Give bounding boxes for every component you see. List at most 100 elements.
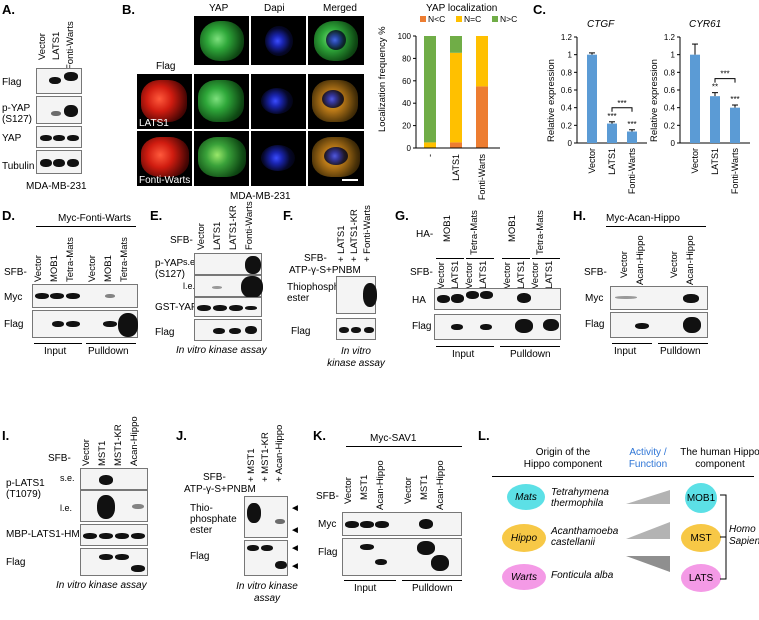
row-h-flag: Flag bbox=[585, 319, 605, 330]
lane-e-4: Fonti-Warts bbox=[244, 201, 255, 250]
c2-bar-2 bbox=[730, 107, 740, 143]
blot-f-thio bbox=[336, 276, 377, 314]
tick-b-0: 0 bbox=[407, 144, 412, 153]
chart-b-title: YAP localization bbox=[426, 3, 498, 14]
legend-swatch-1 bbox=[456, 16, 462, 22]
footer-h-input: Input bbox=[614, 346, 637, 357]
row-i-se: s.e. bbox=[60, 473, 75, 483]
footer-k-input: Input bbox=[354, 583, 377, 594]
footer-d-input: Input bbox=[44, 346, 67, 357]
l-item1-org: Tetrahymena thermophila bbox=[551, 487, 609, 509]
cat-b-2: Fonti-Warts bbox=[477, 154, 487, 200]
header-k: Myc-SAV1 bbox=[370, 433, 417, 444]
atp-f: ATP-γ-S+PNBM bbox=[289, 265, 361, 276]
gene-ctgf: CTGF bbox=[587, 19, 615, 30]
row-a-pyap: p-YAP (S127) bbox=[2, 103, 33, 125]
blot-j-flag bbox=[244, 540, 288, 576]
bar-b-1-1 bbox=[450, 52, 462, 143]
panel-g-letter: G. bbox=[395, 208, 409, 223]
lane-d-5: MOB1 bbox=[103, 255, 114, 282]
lane-k-4: Vector bbox=[403, 477, 414, 504]
cell-line-b: MDA-MB-231 bbox=[230, 191, 291, 202]
flag-label-b: Flag bbox=[156, 61, 176, 72]
l-item3-human: LATS bbox=[681, 564, 721, 592]
row-b-lats1: LATS1 bbox=[139, 118, 169, 129]
col-b-yap: YAP bbox=[209, 3, 229, 14]
c2-tick-2: 0.4 bbox=[664, 104, 676, 113]
img-b-r3-dapi bbox=[250, 130, 307, 187]
c1-tick-4: 0.8 bbox=[561, 68, 573, 77]
lane-f-2: + LATS1-KR bbox=[349, 209, 360, 262]
img-b-r3-merged bbox=[307, 130, 365, 187]
lane-f-3: + Fonti-Warts bbox=[362, 205, 373, 262]
lane-g-3: Vector bbox=[464, 262, 475, 289]
lane-a-1: Vector bbox=[37, 33, 48, 60]
chart-c-svg: 0 0.2 0.4 0.6 0.8 1 1.2 Vector *** LATS1 *** Fonti-… bbox=[561, 33, 750, 195]
lane-d-3: Tetra-Mats bbox=[65, 237, 76, 282]
blot-h-flag bbox=[610, 312, 708, 338]
blot-i-se bbox=[80, 468, 148, 490]
ha-lane-g-2: Tetra-Mats bbox=[469, 210, 480, 255]
blot-i-flag bbox=[80, 548, 148, 576]
row-f-flag: Flag bbox=[291, 326, 311, 337]
sfb-k: SFB- bbox=[316, 491, 339, 502]
bar-b-2-0 bbox=[476, 86, 488, 148]
img-b-r2-flag bbox=[136, 73, 193, 130]
lane-d-1: Vector bbox=[33, 255, 44, 282]
lane-k-2: MST1 bbox=[359, 474, 370, 500]
lane-a-3: Fonti-Warts bbox=[65, 21, 76, 70]
lane-j-1: + MST1 bbox=[246, 448, 257, 482]
lane-f-1: + LATS1 bbox=[336, 225, 347, 262]
sfb-d: SFB- bbox=[4, 267, 27, 278]
c2-cat-0: Vector bbox=[690, 148, 700, 174]
l-item2-org: Acanthamoeba castellanii bbox=[551, 526, 619, 548]
lane-g-7: Vector bbox=[530, 262, 541, 289]
lane-d-4: Vector bbox=[87, 255, 98, 282]
c1-bar-2 bbox=[627, 131, 637, 143]
c2-bar-1 bbox=[710, 96, 720, 143]
img-b-r2-merged bbox=[307, 73, 365, 130]
chart-b-svg: N<C N=C N>C 0 20 40 60 80 100 - LATS1 Fonti-Warts bbox=[398, 14, 518, 200]
c1-tick-2: 0.4 bbox=[561, 104, 573, 113]
tick-b-40: 40 bbox=[402, 99, 411, 108]
row-i-plats: p-LATS1 (T1079) bbox=[6, 478, 45, 500]
ha-lane-g-3: MOB1 bbox=[507, 215, 518, 242]
lane-i-2: MST1 bbox=[97, 440, 108, 466]
c2-bar-0 bbox=[690, 54, 700, 143]
row-k-flag: Flag bbox=[318, 547, 338, 558]
panel-d-letter: D. bbox=[2, 208, 15, 223]
sfb-e: SFB- bbox=[170, 235, 193, 246]
legend-swatch-2 bbox=[492, 16, 498, 22]
panel-a-letter: A. bbox=[2, 2, 15, 17]
c1-cat-0: Vector bbox=[587, 148, 597, 174]
panel-h-letter: H. bbox=[573, 208, 586, 223]
row-i-le: l.e. bbox=[60, 503, 73, 513]
row-k-myc: Myc bbox=[318, 519, 337, 530]
footer-i: In vitro kinase assay bbox=[56, 580, 147, 591]
blot-e-se bbox=[194, 253, 262, 275]
row-j-thio: Thio- phosphate ester bbox=[190, 503, 237, 536]
row-e-pyap: p-YAP (S127) bbox=[155, 258, 186, 280]
lane-h-4: Acan-Hippo bbox=[685, 235, 696, 285]
blot-g-ha bbox=[434, 288, 561, 310]
tick-b-80: 80 bbox=[402, 54, 411, 63]
tick-b-60: 60 bbox=[402, 77, 411, 86]
lane-g-8: LATS1 bbox=[544, 260, 555, 289]
panel-i-letter: I. bbox=[2, 428, 10, 443]
row-f-thio: Thiophosphate ester bbox=[287, 282, 354, 304]
c1-tick-1: 0.2 bbox=[561, 121, 573, 130]
lane-h-2: Acan-Hippo bbox=[635, 235, 646, 285]
bar-b-2-1 bbox=[476, 36, 488, 87]
c1-star-1: *** bbox=[607, 112, 616, 121]
c2-cat-2: Fonti-Warts bbox=[730, 148, 740, 195]
cat-b-1: LATS1 bbox=[451, 154, 461, 181]
lane-g-5: Vector bbox=[502, 262, 513, 289]
c2-cat-1: LATS1 bbox=[710, 148, 720, 175]
lane-i-3: MST1-KR bbox=[113, 424, 124, 466]
l-col1: Origin of the Hippo component bbox=[523, 447, 603, 470]
blot-a-pyap bbox=[36, 96, 82, 124]
blot-a-yap bbox=[36, 126, 82, 148]
blot-k-flag bbox=[342, 538, 462, 576]
l-col2: Activity / Function bbox=[628, 447, 668, 470]
